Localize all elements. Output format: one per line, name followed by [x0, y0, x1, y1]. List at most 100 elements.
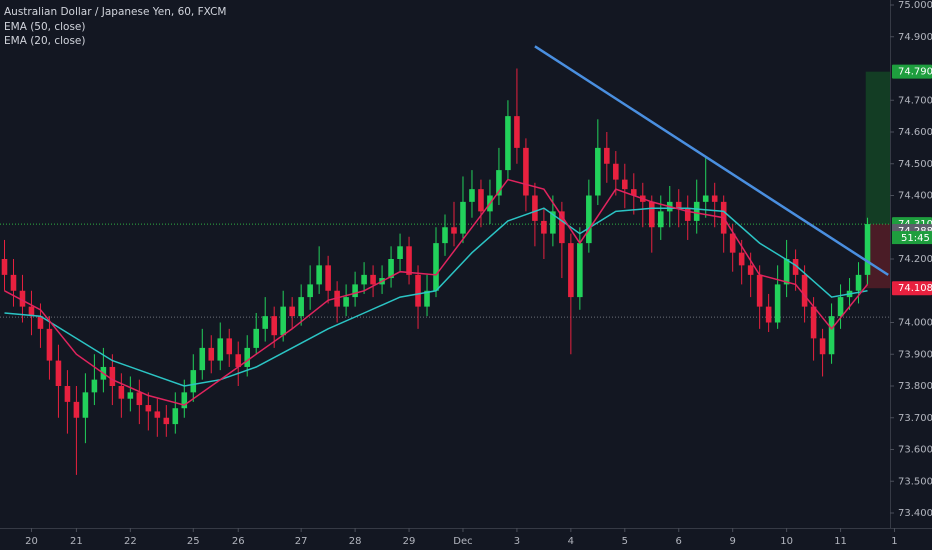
- candle-body: [172, 408, 179, 425]
- candle-body: [262, 316, 268, 329]
- candle-body: [837, 297, 844, 317]
- x-tick-label: 26: [232, 536, 245, 547]
- candle-body: [577, 243, 583, 298]
- countdown: 51:45: [901, 233, 930, 244]
- y-tick-label: 73.800: [898, 381, 932, 392]
- x-tick-label: 28: [349, 536, 362, 547]
- chart-title: Australian Dollar / Japanese Yen, 60, FX…: [4, 6, 226, 18]
- profit-zone: [865, 71, 890, 225]
- x-tick-label: 25: [187, 536, 200, 547]
- x-tick-label: 4: [568, 536, 574, 547]
- candle-body: [271, 316, 277, 336]
- candle-body: [801, 274, 808, 307]
- x-tick-label: 5: [622, 536, 628, 547]
- y-tick-label: 74.500: [898, 159, 932, 170]
- y-tick-label: 74.900: [898, 32, 932, 43]
- candle-body: [711, 195, 718, 202]
- candle-body: [622, 179, 628, 190]
- candle-body: [361, 274, 367, 285]
- candle-body: [217, 338, 224, 361]
- candle-body: [226, 338, 233, 355]
- candle-body: [415, 274, 421, 307]
- candle-body: [738, 252, 745, 266]
- x-tick-label: 3: [514, 536, 520, 547]
- indicator-legend: EMA (50, close): [4, 21, 86, 33]
- indicator-legend: EMA (20, close): [4, 35, 86, 47]
- candle-body: [82, 392, 89, 418]
- y-tick-label: 74.600: [898, 127, 932, 138]
- candle-body: [478, 189, 484, 212]
- candle-body: [675, 201, 682, 209]
- price-tag-label: 74.108: [898, 283, 932, 294]
- candle-body: [595, 147, 601, 196]
- x-tick-label: 6: [676, 536, 682, 547]
- candle-body: [19, 290, 26, 307]
- y-tick-label: 73.700: [898, 413, 932, 424]
- candle-body: [55, 360, 62, 386]
- candle-body: [46, 328, 53, 361]
- candle-body: [388, 259, 394, 279]
- x-tick-label: 22: [124, 536, 137, 547]
- candle-body: [451, 227, 457, 234]
- candle-body: [325, 265, 331, 291]
- candle-body: [702, 195, 709, 202]
- candle-body: [244, 347, 251, 367]
- candle-body: [10, 274, 17, 291]
- candle-body: [559, 211, 565, 244]
- y-tick-label: 75.000: [898, 0, 932, 11]
- candle-body: [828, 316, 835, 355]
- candle-body: [613, 163, 619, 180]
- candle-body: [298, 297, 304, 317]
- candle-body: [460, 201, 466, 234]
- candle-body: [747, 265, 754, 275]
- candle-body: [505, 116, 511, 171]
- candle-body: [442, 227, 448, 244]
- candle-body: [91, 379, 98, 393]
- candle-body: [819, 338, 826, 355]
- candle-body: [316, 265, 322, 285]
- candle-body: [433, 243, 439, 291]
- candle-body: [352, 284, 358, 298]
- candle-body: [631, 189, 637, 196]
- candle-body: [469, 189, 475, 202]
- candle-body: [406, 246, 412, 275]
- candle-body: [792, 259, 799, 275]
- candle-body: [163, 417, 170, 425]
- candle-body: [397, 246, 403, 259]
- x-tick-label: 1: [891, 536, 897, 547]
- candle-body: [424, 290, 430, 307]
- candle-body: [136, 392, 143, 406]
- candle-body: [307, 284, 313, 298]
- candle-body: [208, 347, 215, 361]
- candle-body: [765, 306, 772, 323]
- trendline: [534, 45, 889, 276]
- candle-body: [73, 401, 80, 418]
- x-tick-label: Dec: [453, 536, 472, 547]
- y-tick-label: 74.200: [898, 254, 932, 265]
- candle-body: [253, 328, 259, 348]
- candle-body: [774, 284, 781, 323]
- x-tick-label: 21: [70, 536, 83, 547]
- candle-body: [657, 211, 664, 228]
- candle-body: [109, 366, 116, 386]
- candle-body: [568, 243, 574, 298]
- candle-body: [604, 147, 610, 164]
- candle-body: [289, 306, 295, 317]
- plot-area: [0, 45, 890, 475]
- candle-body: [523, 147, 529, 196]
- candle-body: [496, 170, 502, 196]
- price-tag: [892, 64, 932, 79]
- candle-body: [1, 259, 8, 275]
- candle-body: [37, 316, 44, 329]
- candle-body: [190, 370, 197, 393]
- y-tick-label: 73.500: [898, 476, 932, 487]
- candle-body: [118, 386, 125, 399]
- candle-body: [783, 259, 790, 285]
- candle-body: [541, 220, 547, 234]
- candle-body: [693, 201, 700, 221]
- x-tick-label: 10: [780, 536, 793, 547]
- x-tick-label: 11: [834, 536, 847, 547]
- y-tick-label: 74.400: [898, 191, 932, 202]
